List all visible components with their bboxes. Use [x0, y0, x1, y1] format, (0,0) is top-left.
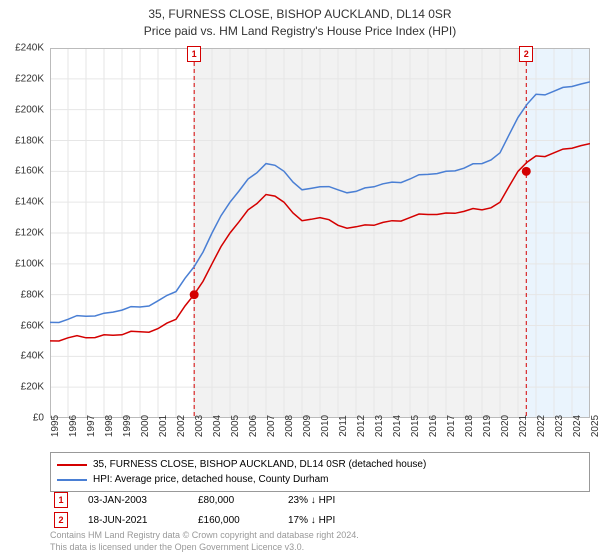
- x-axis: 1995199619971998199920002001200220032004…: [50, 420, 590, 450]
- x-tick-label: 2017: [446, 415, 457, 437]
- x-tick-label: 2013: [374, 415, 385, 437]
- x-tick-label: 2019: [482, 415, 493, 437]
- x-tick-label: 2012: [356, 415, 367, 437]
- x-tick-label: 2011: [338, 415, 349, 437]
- x-tick-label: 2004: [212, 415, 223, 437]
- x-tick-label: 2006: [248, 415, 259, 437]
- legend-label-property: 35, FURNESS CLOSE, BISHOP AUCKLAND, DL14…: [93, 457, 426, 472]
- x-tick-label: 2018: [464, 415, 475, 437]
- x-tick-label: 2021: [518, 415, 529, 437]
- legend-row-hpi: HPI: Average price, detached house, Coun…: [57, 472, 583, 487]
- plot-svg: [50, 48, 590, 418]
- x-tick-label: 2000: [140, 415, 151, 437]
- x-tick-label: 1996: [68, 415, 79, 437]
- legend: 35, FURNESS CLOSE, BISHOP AUCKLAND, DL14…: [50, 452, 590, 492]
- x-tick-label: 2001: [158, 415, 169, 437]
- x-tick-label: 2024: [572, 415, 583, 437]
- legend-swatch-property: [57, 464, 87, 466]
- x-tick-label: 2010: [320, 415, 331, 437]
- chart-container: 35, FURNESS CLOSE, BISHOP AUCKLAND, DL14…: [0, 0, 600, 560]
- footer: Contains HM Land Registry data © Crown c…: [50, 530, 590, 553]
- event-marker-chip: 1: [187, 46, 201, 62]
- x-tick-label: 2022: [536, 415, 547, 437]
- x-tick-label: 1997: [86, 415, 97, 437]
- marker-price-1: £80,000: [198, 495, 268, 506]
- y-tick-label: £200K: [15, 104, 44, 115]
- x-tick-label: 1995: [50, 415, 61, 437]
- y-tick-label: £100K: [15, 258, 44, 269]
- y-axis: £0£20K£40K£60K£80K£100K£120K£140K£160K£1…: [2, 48, 46, 418]
- y-tick-label: £180K: [15, 135, 44, 146]
- x-tick-label: 2005: [230, 415, 241, 437]
- markers-table: 1 03-JAN-2003 £80,000 23% ↓ HPI 2 18-JUN…: [50, 490, 590, 530]
- chart-title: 35, FURNESS CLOSE, BISHOP AUCKLAND, DL14…: [0, 6, 600, 23]
- title-block: 35, FURNESS CLOSE, BISHOP AUCKLAND, DL14…: [0, 0, 600, 40]
- x-tick-label: 2023: [554, 415, 565, 437]
- x-tick-label: 2020: [500, 415, 511, 437]
- footer-line-1: Contains HM Land Registry data © Crown c…: [50, 530, 590, 542]
- x-tick-label: 2009: [302, 415, 313, 437]
- x-tick-label: 2015: [410, 415, 421, 437]
- marker-delta-1: 23% ↓ HPI: [288, 495, 388, 506]
- y-tick-label: £20K: [21, 382, 44, 393]
- chart-subtitle: Price paid vs. HM Land Registry's House …: [0, 23, 600, 40]
- marker-chip-2: 2: [54, 512, 68, 528]
- event-marker-chip: 2: [519, 46, 533, 62]
- marker-row-1: 1 03-JAN-2003 £80,000 23% ↓ HPI: [50, 490, 590, 510]
- marker-chip-1: 1: [54, 492, 68, 508]
- legend-row-property: 35, FURNESS CLOSE, BISHOP AUCKLAND, DL14…: [57, 457, 583, 472]
- x-tick-label: 1999: [122, 415, 133, 437]
- y-tick-label: £240K: [15, 43, 44, 54]
- marker-row-2: 2 18-JUN-2021 £160,000 17% ↓ HPI: [50, 510, 590, 530]
- legend-label-hpi: HPI: Average price, detached house, Coun…: [93, 472, 329, 487]
- marker-price-2: £160,000: [198, 515, 268, 526]
- x-tick-label: 2016: [428, 415, 439, 437]
- y-tick-label: £220K: [15, 73, 44, 84]
- x-tick-label: 2002: [176, 415, 187, 437]
- marker-delta-2: 17% ↓ HPI: [288, 515, 388, 526]
- legend-swatch-hpi: [57, 479, 87, 481]
- y-tick-label: £120K: [15, 228, 44, 239]
- x-tick-label: 2003: [194, 415, 205, 437]
- x-tick-label: 2007: [266, 415, 277, 437]
- marker-date-2: 18-JUN-2021: [88, 515, 178, 526]
- chart-area: £0£20K£40K£60K£80K£100K£120K£140K£160K£1…: [50, 48, 590, 418]
- x-tick-label: 2025: [590, 415, 600, 437]
- y-tick-label: £160K: [15, 166, 44, 177]
- footer-line-2: This data is licensed under the Open Gov…: [50, 542, 590, 554]
- x-tick-label: 2014: [392, 415, 403, 437]
- y-tick-label: £0: [33, 413, 44, 424]
- y-tick-label: £60K: [21, 320, 44, 331]
- x-tick-label: 1998: [104, 415, 115, 437]
- marker-date-1: 03-JAN-2003: [88, 495, 178, 506]
- x-tick-label: 2008: [284, 415, 295, 437]
- y-tick-label: £40K: [21, 351, 44, 362]
- y-tick-label: £140K: [15, 197, 44, 208]
- y-tick-label: £80K: [21, 289, 44, 300]
